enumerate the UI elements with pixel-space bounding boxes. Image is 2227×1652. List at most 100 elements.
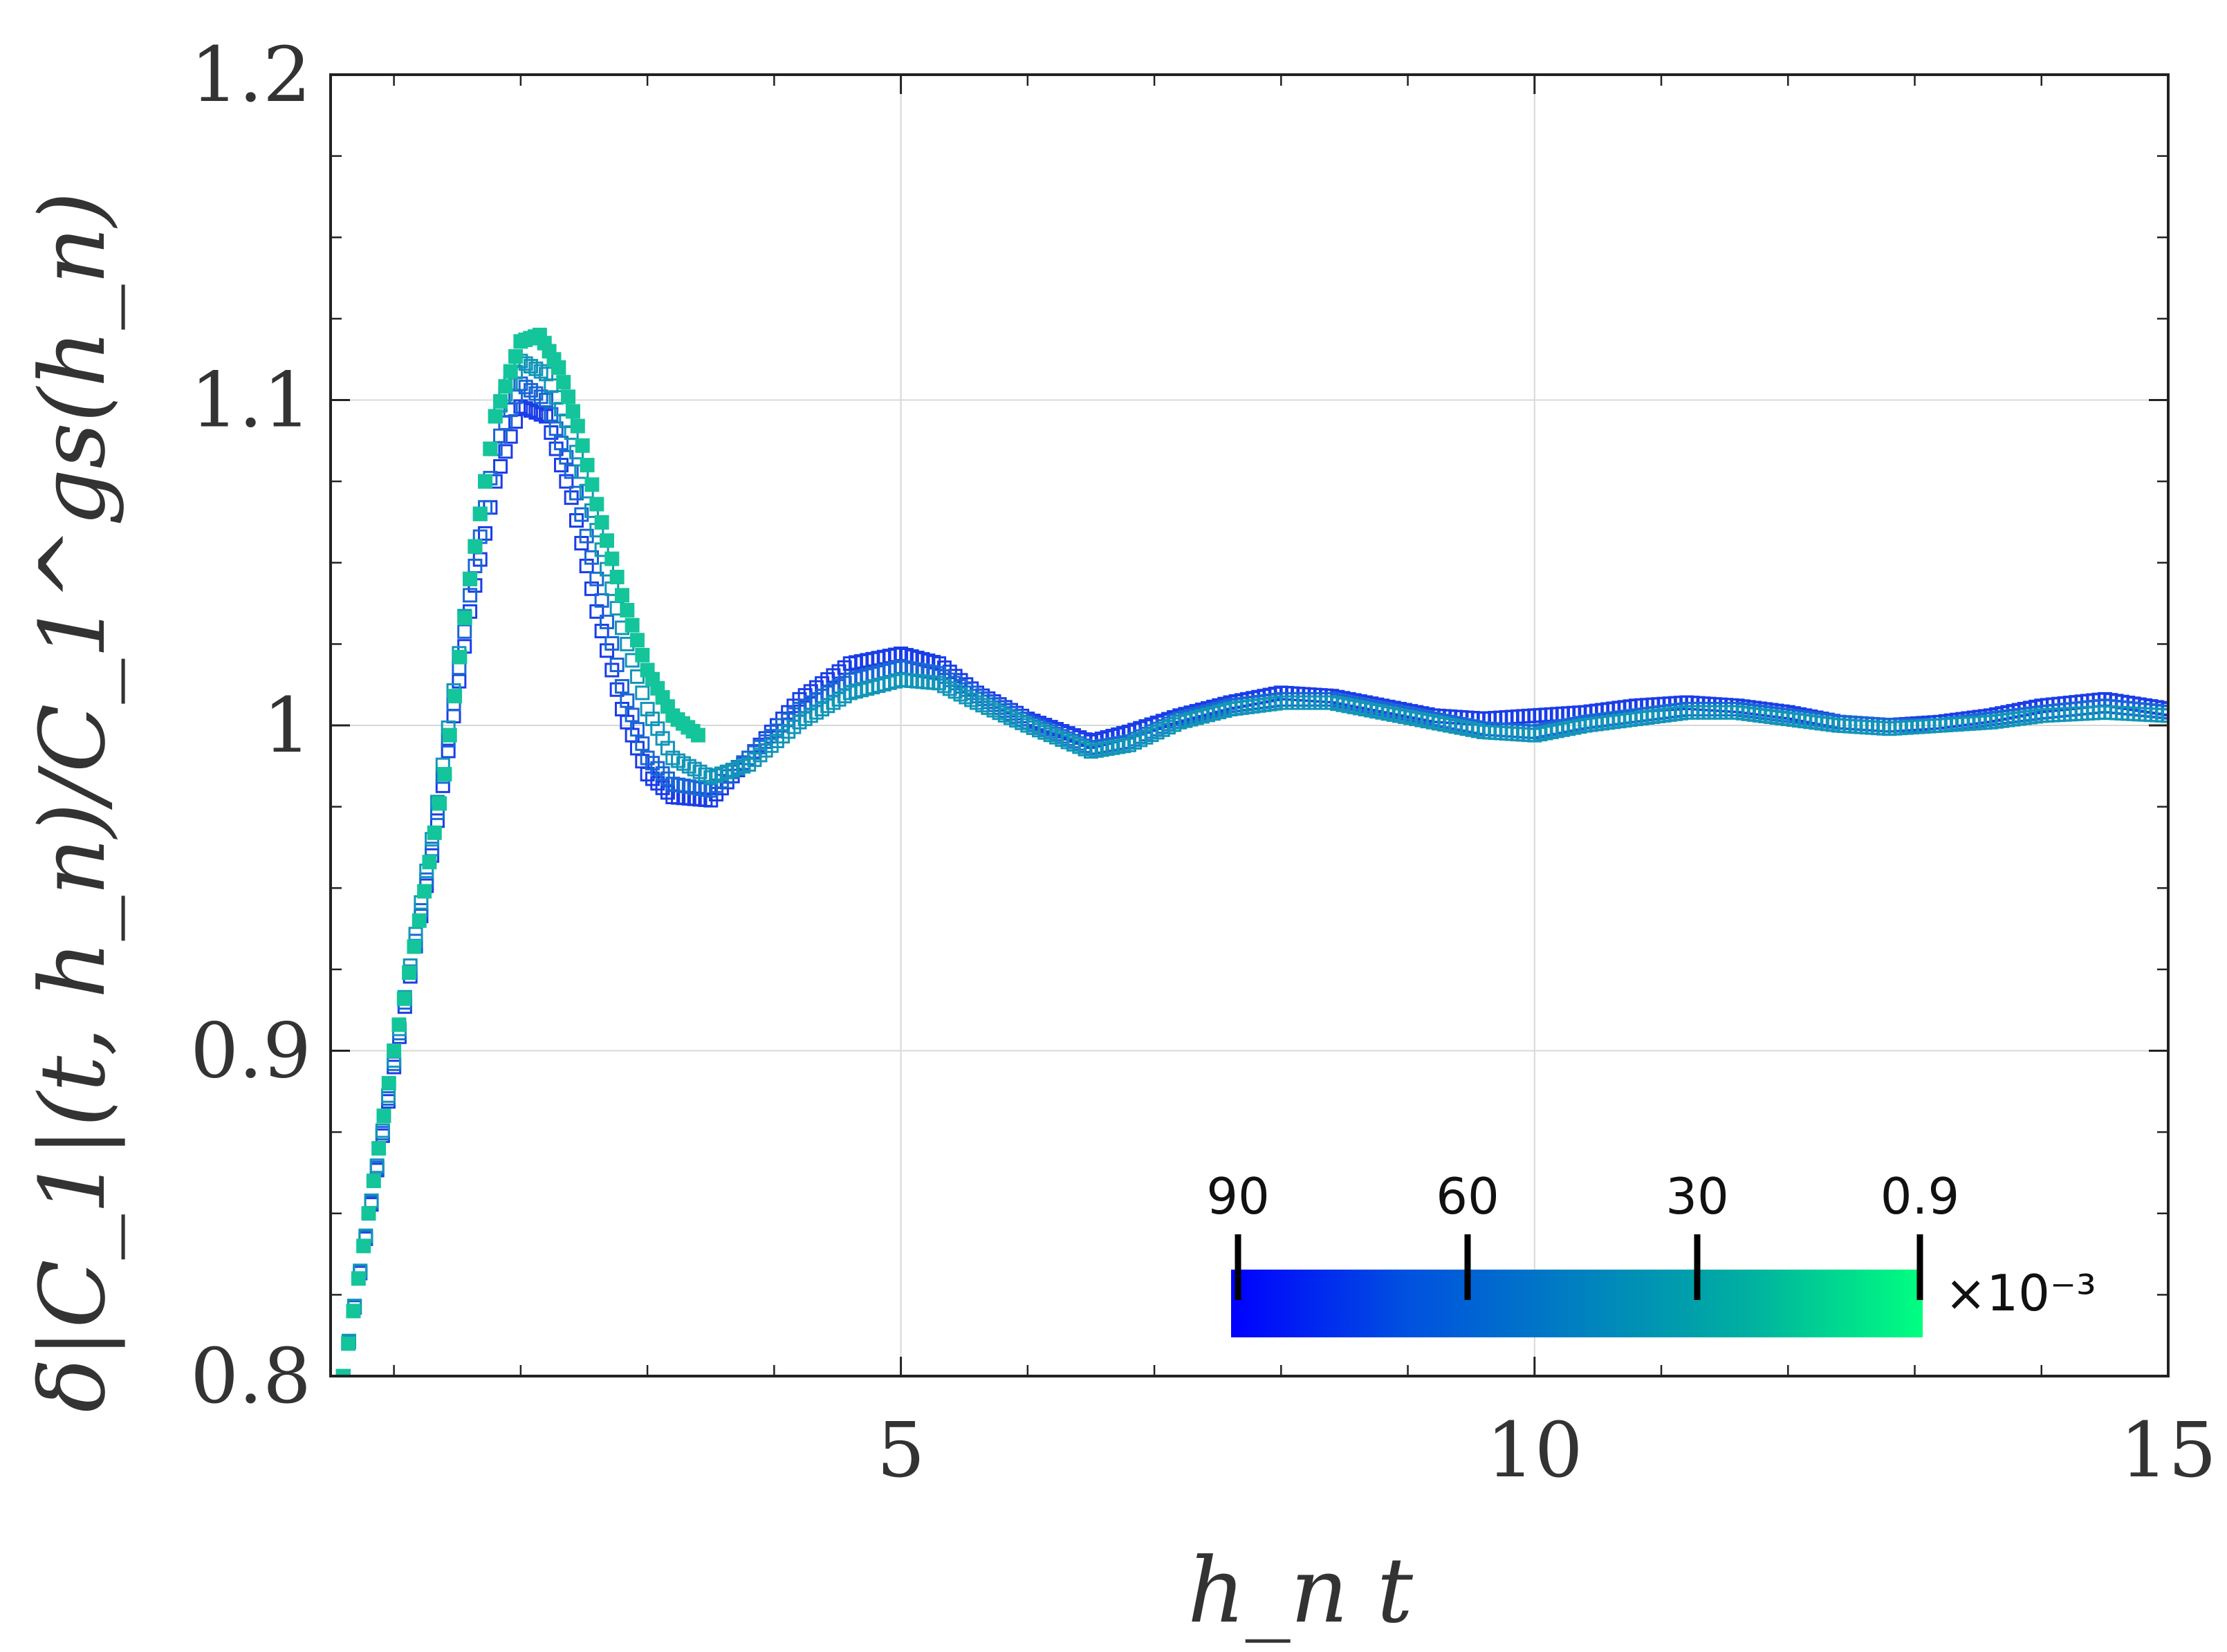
colorbar-tick-label: 30 (1665, 1167, 1729, 1225)
series-30 (335, 353, 2168, 1376)
data-point (599, 533, 614, 548)
data-point (396, 991, 412, 1006)
tick-labels: 5 10 15 0.8 0.9 1 1.1 1.2 (190, 30, 2217, 1494)
data-point (609, 569, 625, 584)
y-tick-label: 0.9 (190, 1007, 311, 1095)
data-point (539, 409, 554, 424)
y-tick-label: 0.8 (190, 1332, 311, 1420)
data-point (427, 825, 442, 840)
data-point (441, 743, 456, 759)
y-tick-label: 1 (263, 681, 311, 770)
data-point (528, 405, 544, 420)
data-point (508, 349, 524, 364)
data-point (366, 1173, 381, 1189)
y-axis-title: δ|C_1|(t, h_n)/C_1^gs(h_n) (20, 192, 125, 1413)
data-point (371, 1141, 387, 1156)
data-point (402, 965, 417, 981)
data-point (589, 571, 604, 586)
data-point (524, 403, 539, 418)
data-point (594, 514, 609, 530)
data-point (570, 418, 585, 434)
data-point (463, 571, 478, 586)
data-point (457, 611, 472, 626)
data-point (381, 1076, 396, 1091)
data-point (620, 693, 635, 708)
data-point (503, 364, 518, 379)
data-point (335, 1368, 351, 1376)
data-point (599, 614, 614, 629)
colorbar-ticks: 90 60 30 0.9 (1206, 1167, 1959, 1300)
axis-ticks (331, 73, 2170, 1377)
data-point (564, 490, 579, 505)
data-point (533, 407, 548, 422)
data-point (432, 796, 447, 811)
data-point (483, 441, 498, 456)
data-point (447, 689, 463, 704)
x-tick-label: 15 (2120, 1406, 2217, 1494)
data-point (498, 379, 513, 394)
data-point (493, 393, 508, 409)
data-point (614, 588, 629, 603)
data-point (375, 1123, 390, 1138)
data-point (518, 401, 533, 416)
data-point (575, 438, 590, 453)
data-point (614, 679, 629, 694)
data-point (488, 409, 503, 424)
data-point (584, 581, 599, 596)
data-point (584, 477, 600, 492)
data-point (351, 1271, 366, 1286)
data-point (594, 624, 609, 639)
data-point (341, 1336, 356, 1351)
data-point (533, 364, 548, 379)
series-0.9 (335, 327, 705, 1376)
data-point (539, 393, 554, 407)
data-point (478, 526, 493, 541)
colorbar-tick-label: 0.9 (1881, 1167, 1960, 1225)
data-point (556, 375, 571, 390)
data-point (650, 721, 665, 736)
data-point (2161, 708, 2168, 723)
data-point (478, 474, 493, 489)
x-axis-title: h_n t (1188, 1538, 1414, 1643)
data-point (604, 551, 620, 566)
data-point (594, 593, 609, 608)
data-point (574, 507, 589, 522)
data-point (589, 604, 604, 619)
data-point (442, 727, 457, 743)
data-point (503, 429, 518, 444)
x-tick-label: 5 (877, 1406, 925, 1494)
data-point (437, 767, 452, 782)
data-point (569, 485, 584, 501)
data-point (376, 1108, 391, 1124)
data-point (609, 657, 625, 672)
data-point (472, 506, 488, 521)
data-point (635, 685, 650, 700)
data-point (346, 1303, 361, 1319)
data-point (645, 712, 660, 727)
data-point (391, 1017, 407, 1032)
data-point (564, 464, 579, 479)
data-point (452, 649, 468, 665)
data-point (553, 436, 569, 451)
data-point (629, 633, 645, 648)
data-point (561, 389, 576, 405)
data-point (544, 425, 559, 440)
colorbar-tick-label: 60 (1436, 1167, 1499, 1225)
colorbar-multiplier: ×10⁻³ (1945, 1264, 2096, 1322)
data-point (493, 458, 508, 474)
data-point (660, 741, 675, 756)
data-point (589, 496, 604, 512)
y-tick-label: 1.1 (190, 356, 311, 445)
data-point (463, 588, 478, 603)
data-point (551, 360, 566, 375)
data-point (565, 404, 580, 419)
data-point (690, 727, 705, 743)
colorbar-gradient (1231, 1270, 1923, 1337)
data-point (584, 550, 599, 565)
data-point (559, 474, 574, 489)
data-point (417, 884, 432, 899)
colorbar-tick-label: 90 (1206, 1167, 1270, 1225)
data-point (635, 736, 650, 751)
data-point (655, 731, 670, 746)
